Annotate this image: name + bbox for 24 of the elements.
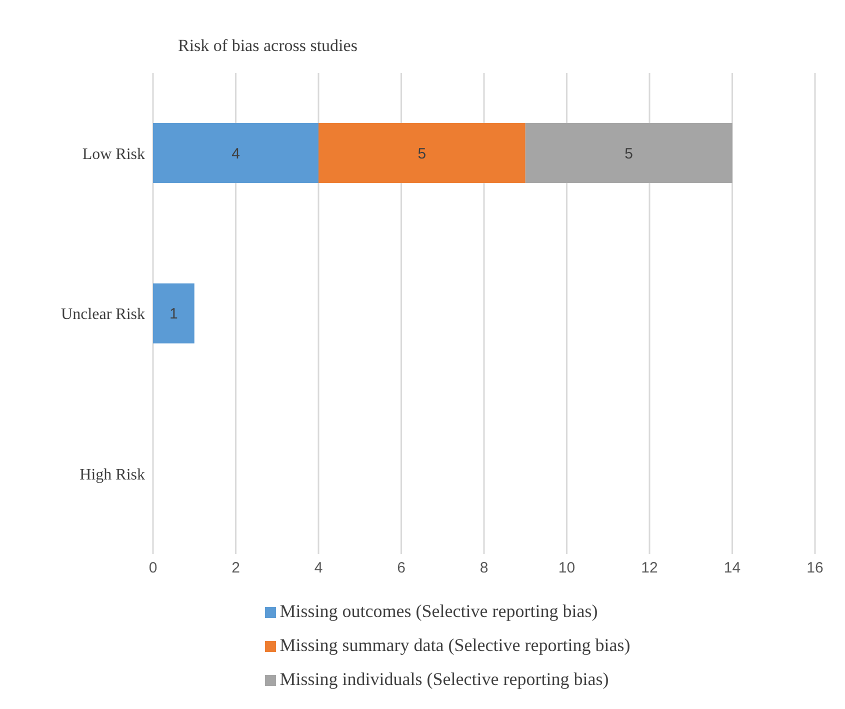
x-tick-label: 6 [397, 560, 406, 577]
x-tick-label: 8 [480, 560, 488, 577]
data-label: 5 [418, 145, 426, 162]
x-tick-label: 0 [148, 560, 158, 577]
x-tick-label: 4 [314, 560, 323, 577]
y-tick-label: Low Risk [82, 146, 145, 163]
legend-label: Missing outcomes (Selective reporting bias) [280, 601, 598, 621]
x-tick-label: 2 [232, 560, 240, 577]
x-tick-label: 16 [806, 560, 824, 577]
data-label: 5 [624, 145, 633, 162]
bar [525, 123, 732, 183]
data-label: 4 [232, 145, 240, 162]
chart-title: Risk of bias across studies [178, 36, 358, 56]
x-tick-label: 12 [641, 560, 658, 577]
y-tick-label: Unclear Risk [61, 306, 145, 324]
x-tick-label: 14 [724, 560, 741, 577]
bar [318, 123, 526, 183]
legend-label: Missing individuals (Selective reporting bias) [280, 669, 609, 689]
x-tick-label: 10 [558, 560, 576, 577]
bar [153, 283, 194, 344]
bar [153, 123, 318, 183]
y-tick-label: High Risk [80, 466, 145, 484]
data-label: 1 [170, 306, 178, 323]
legend-label: Missing summary data (Selective reporting bias) [280, 635, 630, 655]
